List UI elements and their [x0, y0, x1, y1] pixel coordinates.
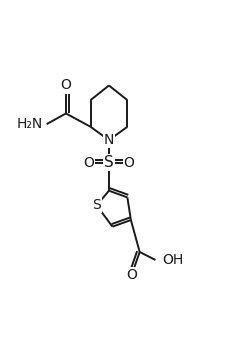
Text: OH: OH: [162, 253, 183, 267]
Text: O: O: [83, 156, 94, 170]
Text: O: O: [126, 268, 137, 282]
Text: O: O: [123, 156, 134, 170]
Text: S: S: [104, 155, 113, 170]
Text: O: O: [60, 79, 71, 92]
Text: N: N: [103, 133, 114, 147]
Text: H₂N: H₂N: [17, 117, 43, 131]
Text: S: S: [92, 198, 101, 212]
